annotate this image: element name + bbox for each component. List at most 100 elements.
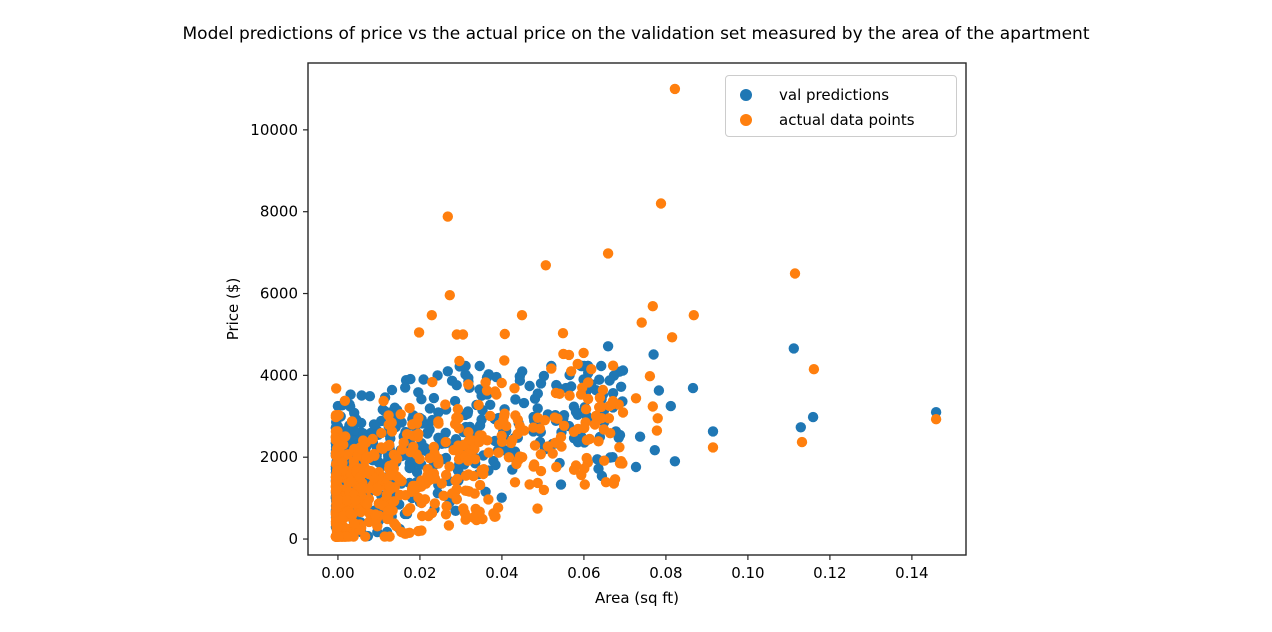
scatter-point	[330, 450, 342, 461]
scatter-point	[532, 503, 543, 514]
scatter-point	[463, 469, 474, 480]
scatter-point	[535, 465, 547, 477]
scatter-point	[384, 439, 395, 451]
scatter-point	[424, 474, 435, 486]
scatter-point	[551, 461, 562, 473]
scatter-point	[395, 409, 406, 420]
x-tick-label: 0.06	[567, 564, 600, 582]
scatter-point	[607, 452, 618, 463]
scatter-point	[342, 495, 353, 506]
scatter-point	[476, 414, 487, 425]
scatter-point	[517, 366, 528, 377]
scatter-point	[331, 383, 342, 394]
scatter-point	[529, 440, 541, 451]
scatter-point	[796, 436, 808, 448]
y-tick-label: 10000	[250, 121, 298, 139]
scatter-point	[440, 427, 451, 438]
scatter-point	[581, 435, 593, 446]
scatter-point	[666, 332, 678, 343]
scatter-point	[617, 407, 629, 418]
scatter-point	[687, 382, 699, 394]
scatter-point	[404, 402, 415, 414]
scatter-point	[451, 412, 462, 423]
scatter-point	[485, 399, 496, 410]
scatter-point	[405, 446, 416, 458]
scatter-point	[707, 442, 719, 453]
scatter-point	[607, 388, 619, 399]
scatter-point	[440, 399, 451, 410]
scatter-point	[549, 412, 560, 423]
scatter-point	[557, 328, 569, 339]
scatter-point	[578, 347, 589, 359]
scatter-point	[496, 492, 507, 503]
scatter-point	[339, 395, 351, 406]
scatter-point	[524, 479, 535, 490]
scatter-point	[419, 494, 431, 505]
scatter-point	[483, 447, 494, 458]
scatter-point	[499, 355, 510, 366]
scatter-point	[653, 385, 665, 396]
scatter-point	[349, 518, 360, 529]
scatter-point	[404, 462, 415, 474]
scatter-point	[669, 83, 681, 95]
scatter-point	[462, 406, 474, 417]
scatter-point	[581, 452, 592, 464]
scatter-point	[644, 371, 656, 382]
scatter-point	[355, 506, 366, 518]
scatter-point	[509, 477, 521, 488]
scatter-point	[556, 441, 567, 452]
scatter-point	[789, 268, 801, 279]
y-axis-label: Price ($)	[224, 277, 242, 341]
scatter-point	[428, 392, 440, 404]
scatter-point	[386, 384, 398, 396]
scatter-point	[554, 388, 565, 399]
scatter-point	[355, 482, 367, 493]
y-tick-label: 8000	[260, 203, 298, 221]
scatter-point	[634, 431, 646, 442]
scatter-point	[369, 450, 380, 461]
scatter-point	[499, 408, 510, 419]
scatter-point	[424, 403, 436, 414]
scatter-point	[518, 397, 530, 409]
scatter-point	[332, 522, 344, 533]
scatter-point	[539, 415, 550, 426]
scatter-point	[426, 310, 437, 321]
scatter-point	[594, 392, 606, 403]
scatter-point	[630, 393, 642, 404]
scatter-point	[808, 364, 820, 375]
scatter-point	[572, 358, 583, 370]
scatter-point	[510, 394, 521, 405]
scatter-point	[648, 349, 659, 360]
scatter-point	[602, 341, 614, 352]
scatter-point	[451, 380, 462, 391]
scatter-point	[413, 387, 424, 398]
scatter-point	[481, 385, 493, 396]
scatter-point	[400, 382, 411, 393]
scatter-point	[382, 513, 393, 525]
scatter-point	[452, 403, 464, 415]
scatter-point	[488, 508, 499, 519]
scatter-point	[391, 520, 402, 532]
scatter-point	[451, 494, 462, 505]
scatter-point	[416, 510, 428, 522]
scatter-point	[355, 443, 367, 455]
x-tick-label: 0.12	[813, 564, 846, 582]
scatter-point	[480, 377, 491, 388]
scatter-point	[602, 248, 614, 259]
scatter-point	[340, 431, 351, 442]
scatter-point	[570, 406, 582, 418]
scatter-point	[457, 329, 469, 340]
scatter-point	[383, 505, 394, 517]
scatter-point	[440, 509, 452, 520]
scatter-point	[376, 442, 387, 453]
scatter-point	[589, 419, 601, 430]
x-tick-label: 0.04	[485, 564, 518, 582]
scatter-point	[524, 380, 535, 392]
scatter-point	[440, 469, 452, 481]
scatter-point	[609, 474, 621, 485]
scatter-point	[462, 455, 474, 466]
scatter-point	[603, 413, 615, 424]
scatter-point	[364, 465, 375, 477]
